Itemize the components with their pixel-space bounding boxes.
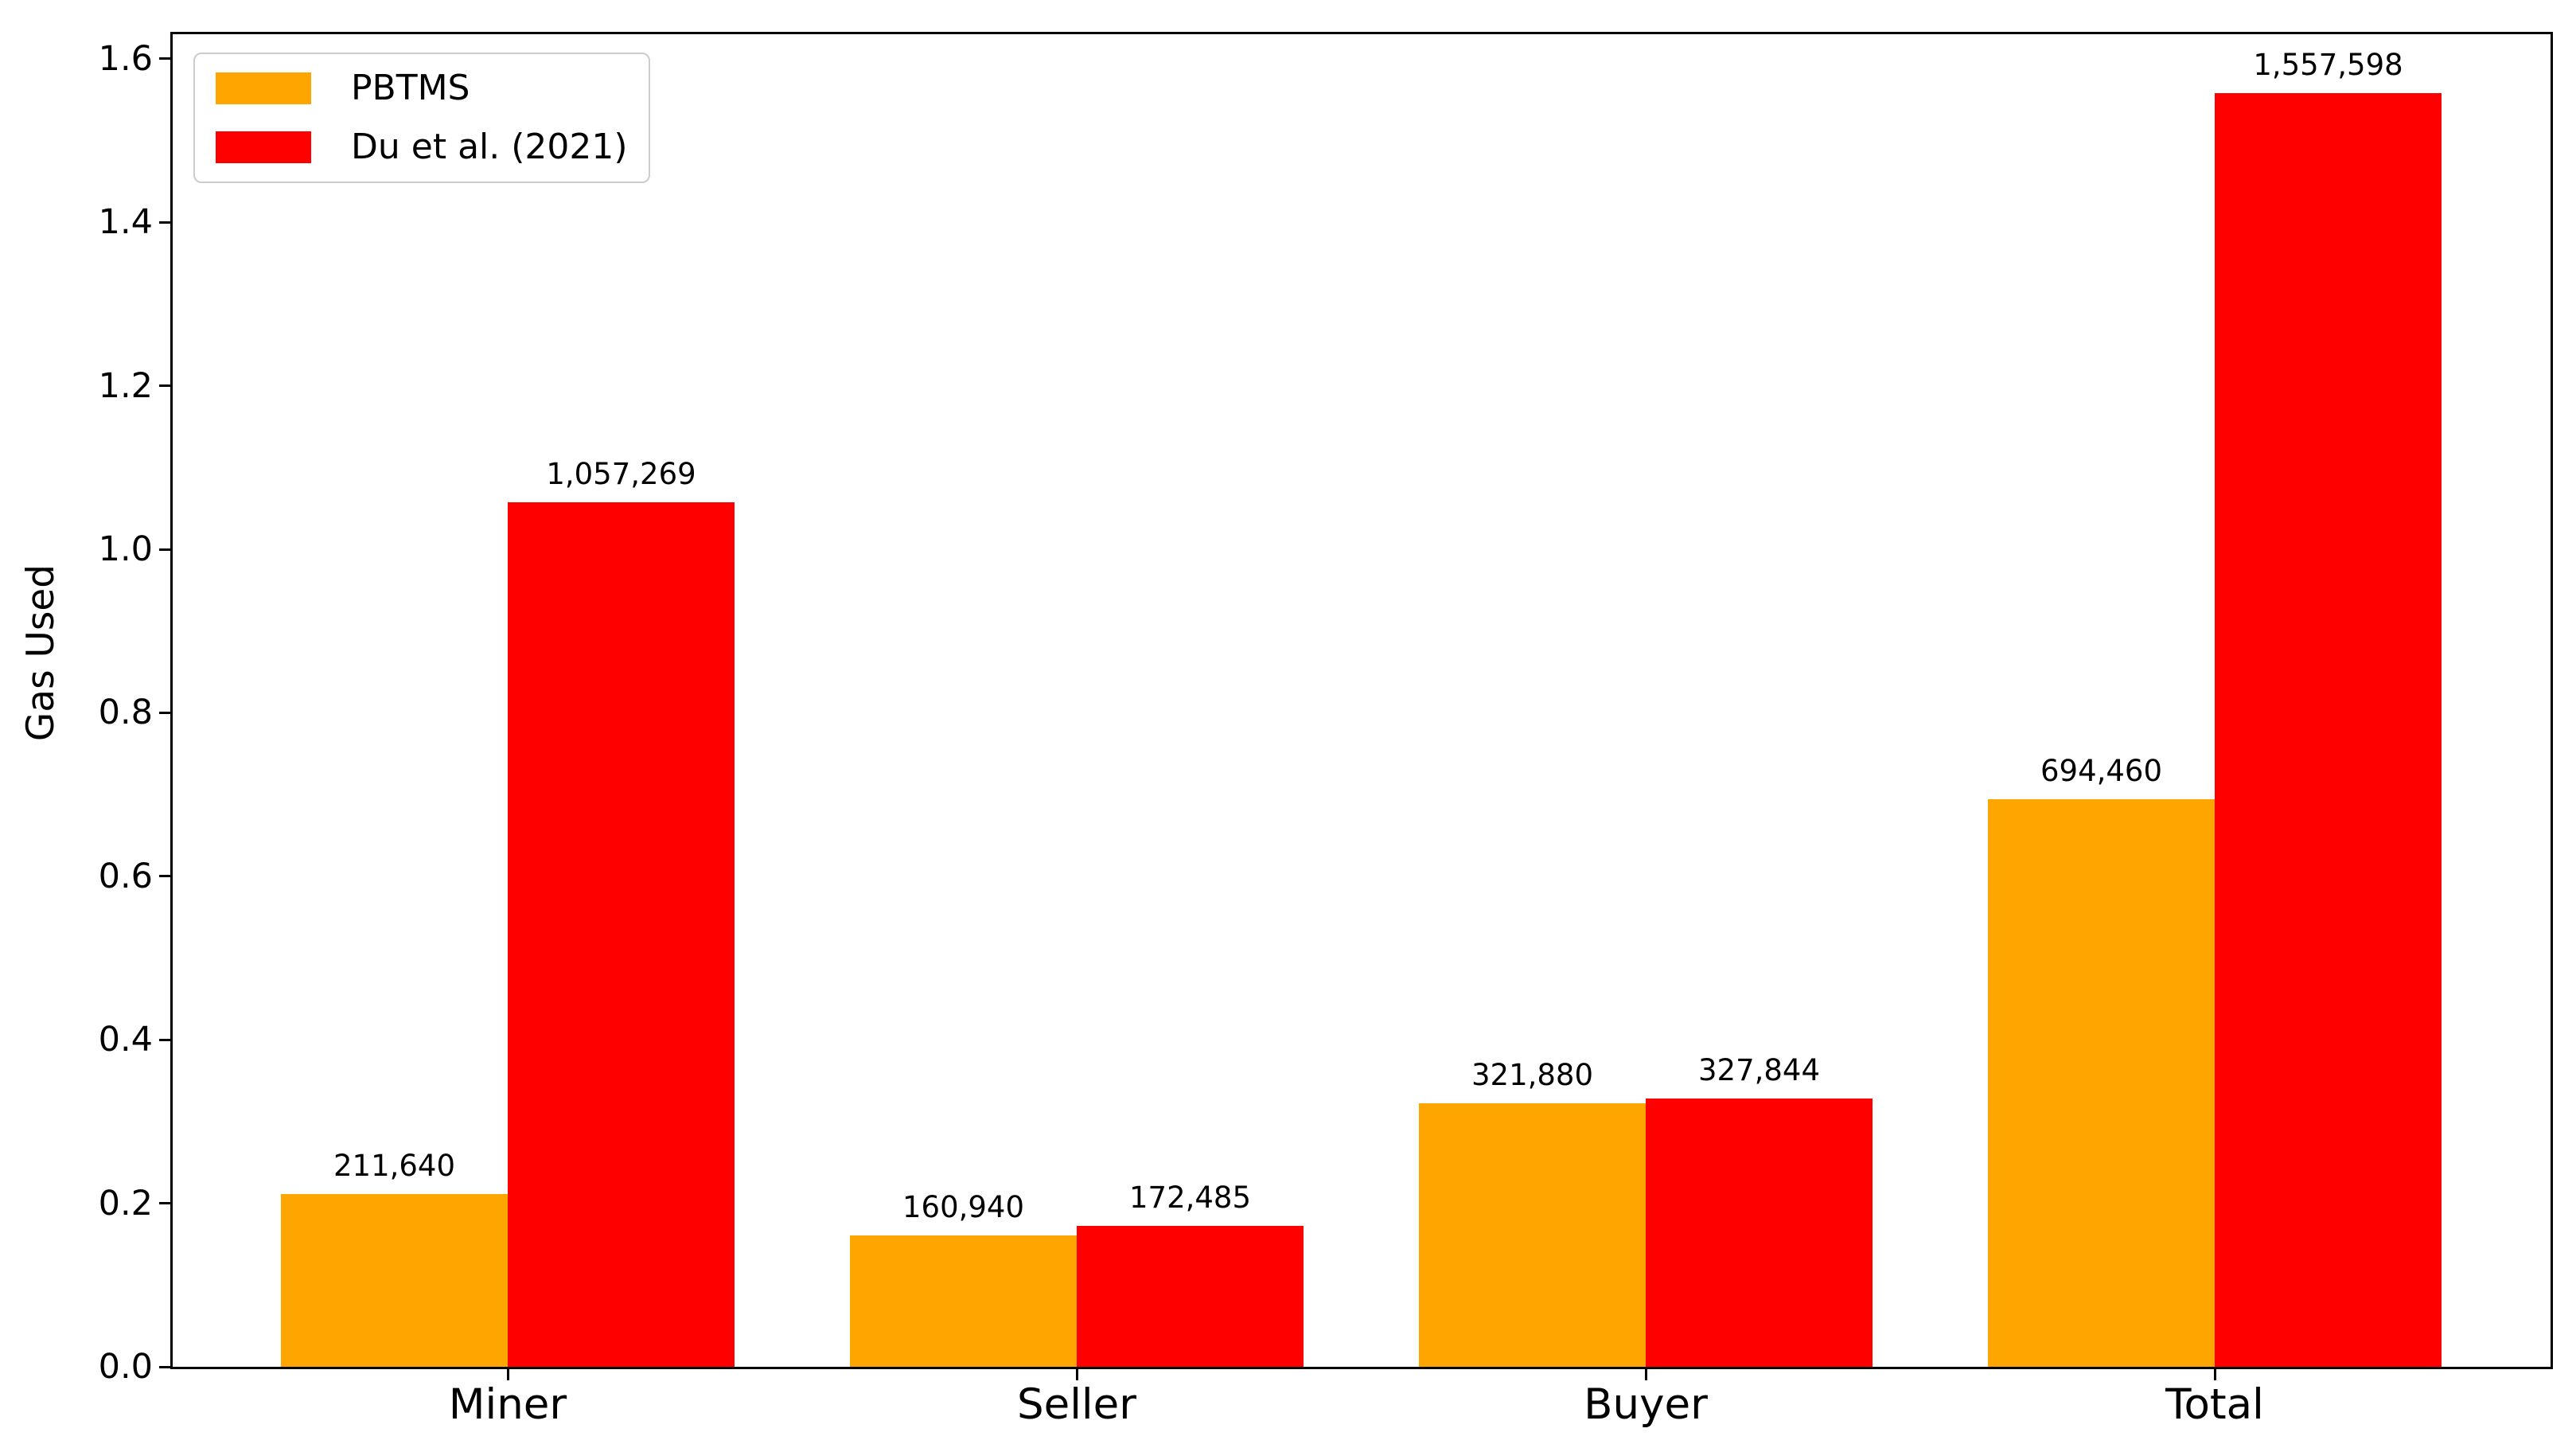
- bar-pbtms-seller: [850, 1235, 1077, 1367]
- legend-item-pbtms: PBTMS: [216, 67, 628, 110]
- y-tick: [159, 875, 170, 878]
- y-tick: [159, 221, 170, 224]
- legend-label-du-et-al: Du et al. (2021): [351, 127, 628, 167]
- y-tick: [159, 1365, 170, 1368]
- bar-du-et-al-buyer: [1646, 1099, 1873, 1367]
- legend: PBTMS Du et al. (2021): [193, 53, 650, 183]
- legend-swatch-du-et-al: [216, 131, 311, 163]
- y-tick-label: 0.0: [98, 1347, 153, 1387]
- bar-pbtms-miner: [281, 1194, 508, 1367]
- y-axis-title: Gas Used: [19, 564, 63, 742]
- bar-value-label-du-et-al-miner: 1,057,269: [546, 457, 696, 491]
- y-tick-label: 0.2: [98, 1183, 153, 1223]
- y-tick: [159, 548, 170, 551]
- x-tick: [506, 1369, 509, 1380]
- bar-value-label-du-et-al-total: 1,557,598: [2253, 48, 2403, 82]
- bar-value-label-pbtms-seller: 160,940: [902, 1190, 1024, 1224]
- bar-value-label-du-et-al-buyer: 327,844: [1697, 1053, 1820, 1087]
- bar-du-et-al-total: [2215, 93, 2442, 1367]
- y-tick: [159, 384, 170, 388]
- y-tick-label: 1.2: [98, 365, 153, 406]
- y-tick-label: 1.6: [98, 38, 153, 79]
- x-tick: [1075, 1369, 1078, 1380]
- bar-value-label-du-et-al-seller: 172,485: [1128, 1181, 1251, 1215]
- y-tick-label: 0.8: [98, 693, 153, 733]
- bar-value-label-pbtms-total: 694,460: [2040, 754, 2162, 788]
- y-tick-label: 0.6: [98, 856, 153, 896]
- bar-value-label-pbtms-miner: 211,640: [333, 1149, 455, 1183]
- y-tick-label: 0.4: [98, 1020, 153, 1060]
- y-tick: [159, 1038, 170, 1041]
- x-tick: [1644, 1369, 1647, 1380]
- y-tick: [159, 711, 170, 714]
- x-tick-label-seller: Seller: [1016, 1380, 1137, 1429]
- x-tick-label-total: Total: [2165, 1380, 2264, 1429]
- bar-pbtms-total: [1988, 799, 2215, 1367]
- y-tick: [159, 57, 170, 60]
- legend-item-du-et-al: Du et al. (2021): [216, 126, 628, 169]
- bar-value-label-pbtms-buyer: 321,880: [1471, 1058, 1593, 1092]
- y-tick-label: 1.0: [98, 529, 153, 569]
- bar-pbtms-buyer: [1419, 1103, 1646, 1367]
- bar-du-et-al-miner: [508, 502, 735, 1367]
- legend-swatch-pbtms: [216, 72, 311, 104]
- legend-label-pbtms: PBTMS: [351, 68, 470, 108]
- x-tick-label-buyer: Buyer: [1584, 1380, 1708, 1429]
- x-tick-label-miner: Miner: [448, 1380, 567, 1429]
- x-tick: [2213, 1369, 2216, 1380]
- y-tick: [159, 1202, 170, 1205]
- y-tick-label: 1.4: [98, 202, 153, 243]
- bar-du-et-al-seller: [1077, 1226, 1304, 1367]
